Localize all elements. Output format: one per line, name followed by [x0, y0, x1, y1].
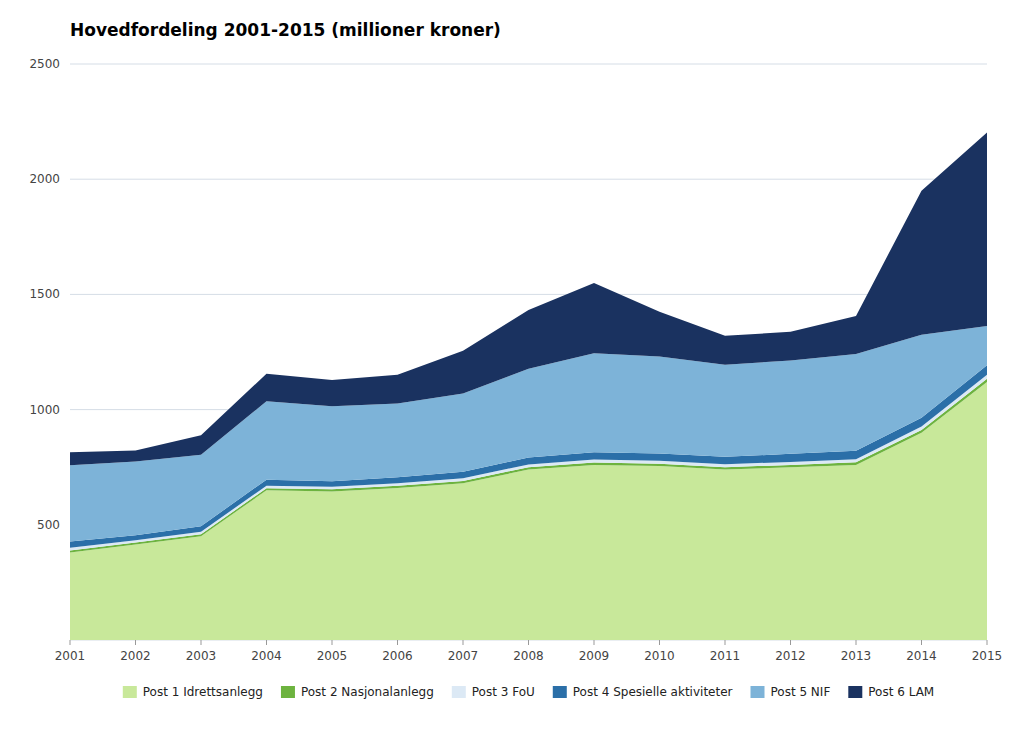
x-tick-label: 2011: [710, 649, 741, 663]
x-tick-label: 2013: [841, 649, 872, 663]
title: Hovedfordeling 2001-2015 (millioner kron…: [70, 20, 501, 40]
grid-line: [70, 294, 987, 295]
y-tick-label: 1500: [29, 287, 60, 301]
x-tick-label: 2014: [906, 649, 937, 663]
x-tick: [266, 640, 267, 645]
x-tick: [397, 640, 398, 645]
areas: [70, 132, 987, 640]
legend-label: Post 2 Nasjonalanlegg: [301, 685, 434, 699]
x-tick: [463, 640, 464, 645]
y-tick-label: 2500: [29, 57, 60, 71]
x-tick-label: 2008: [513, 649, 544, 663]
x-tick-label: 2012: [775, 649, 806, 663]
legend-swatch: [553, 686, 567, 698]
y-tick-label: 1000: [29, 403, 60, 417]
legend-swatch: [751, 686, 765, 698]
x-tick: [135, 640, 136, 645]
x-tick-label: 2004: [251, 649, 282, 663]
grid-line: [70, 64, 987, 65]
area: [70, 132, 987, 465]
y-tick-label: 2000: [29, 172, 60, 186]
legend-label: Post 1 Idrettsanlegg: [143, 685, 263, 699]
legend-label: Post 3 FoU: [472, 685, 535, 699]
x-tick-label: 2006: [382, 649, 413, 663]
x-tick: [921, 640, 922, 645]
axes: 500 1000 1500 2000 2500 2001 2002 2003 2004 2005 2…: [29, 57, 1002, 663]
y-tick-label: 500: [37, 518, 60, 532]
legend-label: Post 6 LAM: [868, 685, 934, 699]
legend-label: Post 4 Spesielle aktiviteter: [573, 685, 733, 699]
x-tick-label: 2009: [579, 649, 610, 663]
grid: [70, 64, 987, 640]
x-tick: [594, 640, 595, 645]
legend: Post 1 Idrettsanlegg Post 2 Nasjonalanleg…: [123, 685, 934, 699]
x-tick: [70, 640, 71, 645]
x-tick: [987, 640, 988, 645]
legend-swatch: [848, 686, 862, 698]
x-tick: [528, 640, 529, 645]
x-tick: [725, 640, 726, 645]
x-tick: [659, 640, 660, 645]
x-tick: [201, 640, 202, 645]
x-tick-label: 2010: [644, 649, 675, 663]
x-tick: [856, 640, 857, 645]
legend-swatch: [281, 686, 295, 698]
legend-label: Post 5 NIF: [771, 685, 831, 699]
x-tick-label: 2002: [120, 649, 151, 663]
grid-line: [70, 179, 987, 180]
x-tick: [790, 640, 791, 645]
x-tick-label: 2015: [972, 649, 1003, 663]
legend-swatch: [123, 686, 137, 698]
legend-swatch: [452, 686, 466, 698]
x-tick-label: 2001: [55, 649, 86, 663]
x-tick-label: 2007: [448, 649, 479, 663]
x-tick-label: 2003: [186, 649, 217, 663]
chart: Hovedfordeling 2001-2015 (millioner kron…: [0, 0, 1023, 740]
x-tick-label: 2005: [317, 649, 348, 663]
x-tick: [332, 640, 333, 645]
